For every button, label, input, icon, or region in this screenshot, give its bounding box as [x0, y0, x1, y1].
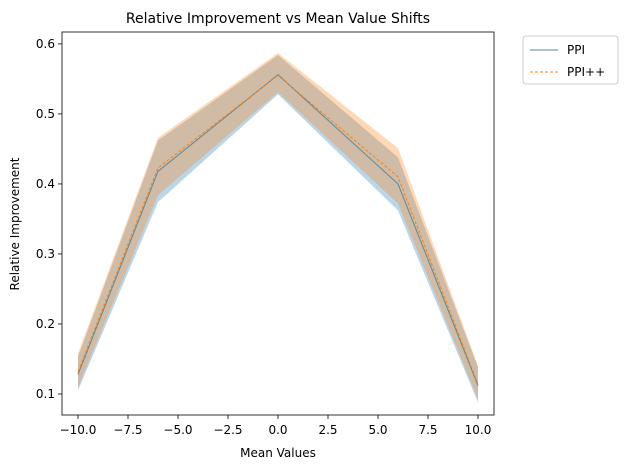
- legend: PPI PPI++: [522, 35, 619, 85]
- x-tick-label: −5.0: [163, 423, 192, 437]
- confidence-band-ppi-plus-plus: [78, 53, 478, 400]
- x-axis-label: Mean Values: [240, 446, 316, 460]
- legend-label-ppi-plus-plus: PPI++: [567, 65, 605, 79]
- x-tick-label: −7.5: [113, 423, 142, 437]
- x-axis-ticks: −10.0 −7.5 −5.0 −2.5 0.0 2.5 5.0 7.5 10.0: [60, 415, 492, 437]
- y-tick-label: 0.4: [36, 177, 55, 191]
- series-line-ppi-plus-plus: [77, 74, 479, 385]
- confidence-bands: [78, 53, 478, 403]
- x-tick-label: −10.0: [60, 423, 97, 437]
- x-tick-label: 2.5: [318, 423, 337, 437]
- x-tick-label: 0.0: [268, 423, 287, 437]
- chart-title: Relative Improvement vs Mean Value Shift…: [126, 11, 430, 27]
- y-tick-label: 0.1: [36, 387, 55, 401]
- series-lines: [77, 74, 479, 386]
- y-axis-label: Relative Improvement: [8, 157, 22, 290]
- x-tick-label: 10.0: [465, 423, 492, 437]
- y-tick-label: 0.5: [36, 107, 55, 121]
- y-tick-label: 0.6: [36, 37, 55, 51]
- x-tick-label: −2.5: [213, 423, 242, 437]
- y-axis-ticks: 0.1 0.2 0.3 0.4 0.5 0.6: [36, 37, 62, 401]
- confidence-band-ppi: [78, 55, 478, 403]
- x-tick-label: 7.5: [418, 423, 437, 437]
- x-tick-label: 5.0: [368, 423, 387, 437]
- y-tick-label: 0.3: [36, 247, 55, 261]
- y-tick-label: 0.2: [36, 317, 55, 331]
- series-line-ppi: [77, 74, 479, 386]
- legend-label-ppi: PPI: [567, 43, 585, 57]
